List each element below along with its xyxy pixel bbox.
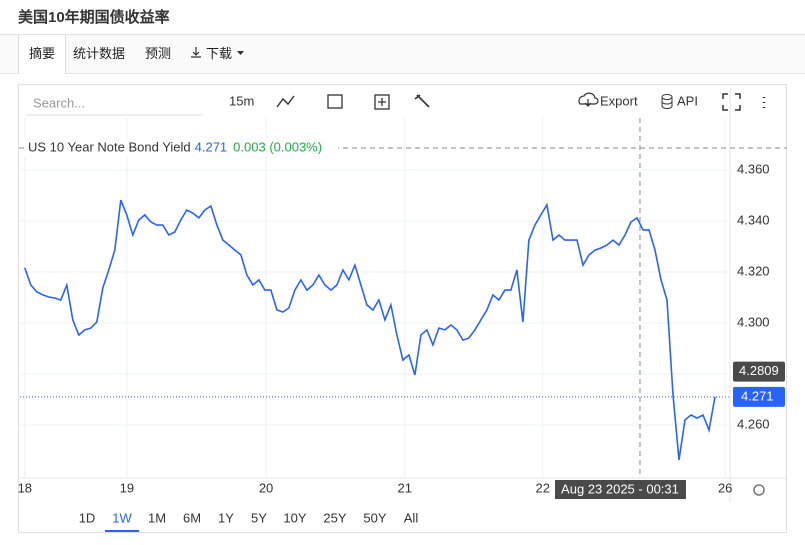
x-tick-label: 26 bbox=[718, 480, 732, 495]
x-tick-label: 20 bbox=[259, 480, 273, 495]
range-button[interactable]: 1D bbox=[79, 510, 96, 525]
page-title: 美国10年期国债收益率 bbox=[18, 9, 170, 26]
tab-bar: 摘要 统计数据 预测 下载 bbox=[0, 34, 805, 74]
range-button[interactable]: 5Y bbox=[251, 510, 267, 525]
settings-tool-icon[interactable] bbox=[414, 94, 430, 108]
y-tick-label: 4.360 bbox=[737, 161, 770, 176]
range-button[interactable]: 1Y bbox=[218, 510, 234, 525]
tab[interactable]: 摘要 bbox=[18, 35, 67, 74]
legend-bg bbox=[24, 139, 338, 157]
last-value-label: 4.271 bbox=[741, 388, 774, 403]
x-tick-label: 18 bbox=[18, 480, 32, 495]
marker-label: 4.2809 bbox=[739, 363, 779, 378]
legend-name: US 10 Year Note Bond Yield bbox=[28, 139, 191, 154]
export-button[interactable]: Export bbox=[600, 93, 638, 108]
range-button[interactable]: 50Y bbox=[363, 510, 386, 525]
indicator-icon[interactable] bbox=[374, 94, 390, 110]
x-tick-label: 21 bbox=[397, 480, 411, 495]
search-box[interactable]: Search... bbox=[33, 95, 85, 110]
y-tick-label: 4.340 bbox=[737, 212, 770, 227]
settings-icon[interactable] bbox=[753, 484, 765, 496]
tab[interactable]: 统计数据 bbox=[73, 46, 126, 61]
range-button[interactable]: All bbox=[404, 510, 419, 525]
range-button[interactable]: 1W bbox=[112, 510, 132, 525]
download-caret bbox=[237, 51, 244, 55]
x-tick-label: 19 bbox=[120, 480, 134, 495]
last-value-label-bg bbox=[733, 386, 785, 407]
legend-change: 0.003 (0.003%) bbox=[233, 139, 322, 154]
export-icon[interactable] bbox=[578, 92, 599, 107]
marker-label-bg bbox=[733, 361, 785, 382]
chart-type-icon[interactable] bbox=[276, 95, 295, 108]
interval-button[interactable]: 15m bbox=[229, 93, 254, 108]
y-tick-label: 4.320 bbox=[737, 263, 770, 278]
range-button[interactable]: 1M bbox=[148, 510, 166, 525]
y-tick-label: 4.300 bbox=[737, 314, 770, 329]
fullscreen-icon[interactable] bbox=[722, 93, 741, 111]
crosshair-label-bg bbox=[554, 480, 686, 499]
x-tick-label: 22 bbox=[536, 480, 550, 495]
calendar-icon[interactable] bbox=[327, 94, 343, 109]
crosshair-label: Aug 23 2025 - 00:31 bbox=[561, 481, 679, 496]
y-tick-label: 4.260 bbox=[737, 416, 770, 431]
range-button[interactable]: 10Y bbox=[283, 510, 306, 525]
range-button[interactable]: 6M bbox=[183, 510, 201, 525]
tab[interactable]: 预测 bbox=[145, 46, 172, 61]
download-icon bbox=[191, 47, 201, 58]
api-button[interactable]: API bbox=[677, 93, 698, 108]
plot-area: 4.2604.2804.3004.3204.3404.3601819202122… bbox=[18, 88, 787, 502]
tab[interactable]: 下载 bbox=[206, 46, 233, 61]
chart-widget bbox=[18, 84, 787, 533]
legend-value: 4.271 bbox=[195, 139, 228, 154]
range-button[interactable]: 25Y bbox=[323, 510, 346, 525]
indicator-plus bbox=[378, 98, 386, 106]
api-icon[interactable] bbox=[661, 94, 673, 100]
api-icon-body bbox=[661, 97, 673, 109]
series-line bbox=[24, 199, 716, 461]
